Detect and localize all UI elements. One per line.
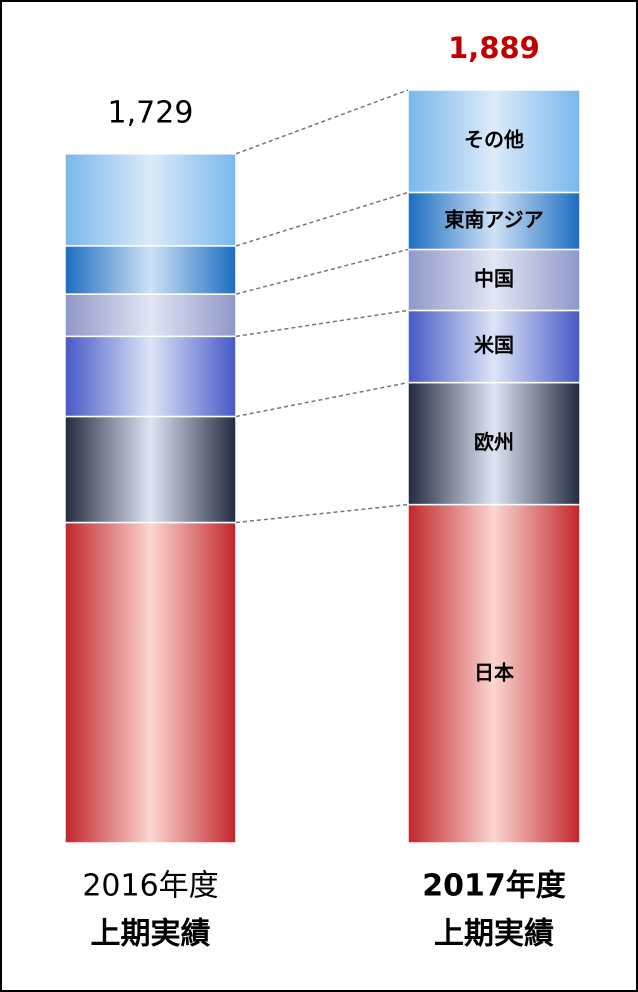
- category-label: 2017年度: [422, 869, 566, 904]
- category-label: 上期実績: [91, 917, 211, 952]
- connector: [235, 89, 409, 155]
- category-label: 2016年度: [82, 869, 218, 904]
- bar-segment: [407, 89, 581, 194]
- total-label: 1,889: [448, 31, 540, 65]
- bar-segment: [64, 245, 237, 295]
- segment-label: 東南アジア: [444, 207, 543, 231]
- total-label: 1,729: [108, 95, 194, 130]
- bar-segment: [64, 293, 237, 338]
- connector: [235, 191, 409, 247]
- bar-segment: [407, 191, 581, 251]
- bar-segment: [64, 521, 237, 844]
- category-label: 上期実績: [434, 917, 554, 952]
- bar-segment: [64, 153, 237, 247]
- connector: [235, 309, 409, 338]
- connector: [235, 503, 409, 524]
- segment-label: 日本: [474, 660, 514, 684]
- bar-segment: [64, 415, 237, 524]
- connector: [235, 381, 409, 418]
- segment-label: 米国: [474, 333, 514, 357]
- segment-label: 中国: [474, 266, 514, 290]
- bar-segment: [64, 335, 237, 418]
- connector: [235, 248, 409, 295]
- segment-label: 欧州: [474, 430, 514, 454]
- bar-segment: [407, 381, 581, 506]
- bar-segment: [407, 248, 581, 312]
- segment-label: その他: [464, 128, 524, 152]
